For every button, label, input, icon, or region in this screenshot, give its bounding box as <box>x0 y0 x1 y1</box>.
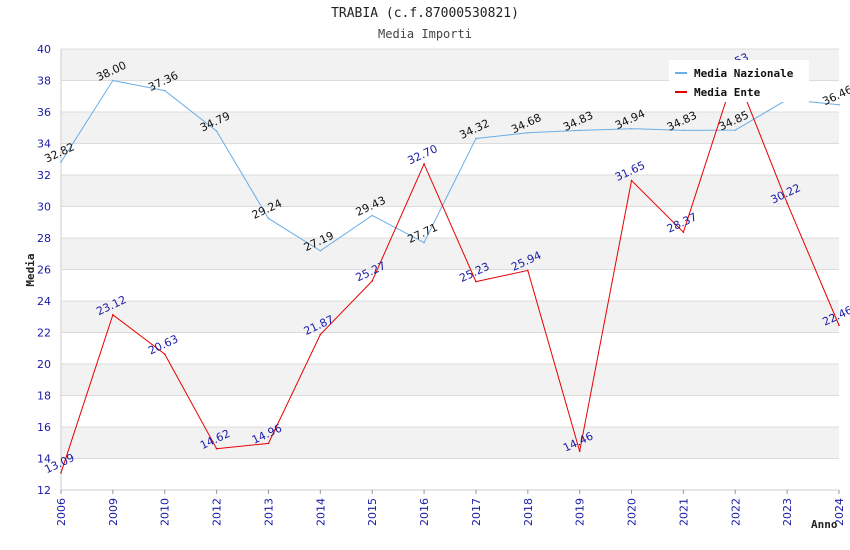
data-point <box>319 249 322 252</box>
data-point <box>267 442 270 445</box>
data-point <box>423 241 425 244</box>
data-point <box>319 333 322 336</box>
data-point <box>215 130 218 132</box>
y-tick-label: 20 <box>37 358 51 371</box>
grid-band <box>61 427 839 459</box>
series-line-media-ente <box>60 70 840 473</box>
x-tick-label: 2014 <box>314 498 327 526</box>
y-tick-label: 12 <box>37 484 51 497</box>
series-line-media-nazionale <box>60 79 840 252</box>
grid-band <box>61 364 839 396</box>
data-point <box>423 163 425 165</box>
y-tick-label: 32 <box>37 169 51 182</box>
data-point <box>578 129 581 132</box>
data-point <box>163 353 166 355</box>
data-point <box>60 161 62 163</box>
x-tick-label: 2018 <box>522 498 535 526</box>
legend-box <box>669 60 809 102</box>
x-tick-label: 2020 <box>626 498 639 526</box>
data-label: 28.37 <box>665 210 699 235</box>
y-tick-label: 26 <box>37 264 51 277</box>
data-point <box>630 179 633 182</box>
grid-band <box>61 301 839 333</box>
chart-title: TRABIA (c.f.87000530821) <box>331 6 519 21</box>
y-tick-label: 36 <box>37 106 51 119</box>
y-tick-label: 30 <box>37 201 51 214</box>
data-point <box>682 231 685 233</box>
x-tick-label: 2017 <box>470 498 483 526</box>
data-point <box>215 447 218 450</box>
x-tick-label: 2016 <box>418 498 431 526</box>
data-point <box>112 79 114 82</box>
x-tick-label: 2023 <box>781 498 794 526</box>
data-point <box>60 472 62 474</box>
legend-label-media-ente: Media Ente <box>694 86 761 99</box>
x-tick-label: 2009 <box>107 498 120 526</box>
data-point <box>112 314 114 316</box>
x-tick-label: 2024 <box>833 498 846 526</box>
y-tick-label: 40 <box>37 43 51 56</box>
data-point <box>527 131 529 134</box>
grid-band <box>61 112 839 144</box>
y-tick-label: 22 <box>37 327 51 340</box>
data-point <box>838 324 840 327</box>
y-tick-label: 38 <box>37 75 51 88</box>
y-tick-label: 28 <box>37 232 51 245</box>
x-tick-label: 2021 <box>677 498 690 526</box>
x-tick-label: 2022 <box>729 498 742 526</box>
data-point <box>475 137 477 140</box>
data-point <box>838 103 840 106</box>
data-point <box>371 214 374 217</box>
x-tick-label: 2006 <box>55 498 68 526</box>
x-tick-label: 2019 <box>574 498 587 526</box>
data-point <box>163 89 166 92</box>
y-tick-label: 14 <box>37 453 51 466</box>
x-tick-label: 2013 <box>262 498 275 526</box>
x-axis-title: Anno <box>811 518 838 531</box>
x-tick-label: 2012 <box>211 498 224 526</box>
data-point <box>682 129 685 132</box>
data-point <box>527 269 529 272</box>
data-label: 20.63 <box>146 332 180 357</box>
y-tick-label: 16 <box>37 421 51 434</box>
chart-legend: Media Nazionale Media Ente <box>669 60 809 102</box>
y-tick-label: 24 <box>37 295 51 308</box>
data-point <box>267 217 270 220</box>
data-point <box>475 280 477 283</box>
data-point <box>371 280 374 282</box>
chart-subtitle: Media Importi <box>378 27 472 41</box>
y-tick-label: 18 <box>37 390 51 403</box>
x-tick-label: 2015 <box>366 498 379 526</box>
data-label: 32.70 <box>406 142 440 167</box>
y-axis-title: Media <box>24 253 37 286</box>
data-point <box>786 202 788 204</box>
data-point <box>734 129 737 131</box>
legend-label-media-nazionale: Media Nazionale <box>694 67 794 80</box>
data-point <box>578 450 581 453</box>
y-tick-label: 34 <box>37 138 51 151</box>
x-tick-label: 2010 <box>159 498 172 526</box>
grid-band <box>61 238 839 270</box>
data-point <box>630 127 633 130</box>
